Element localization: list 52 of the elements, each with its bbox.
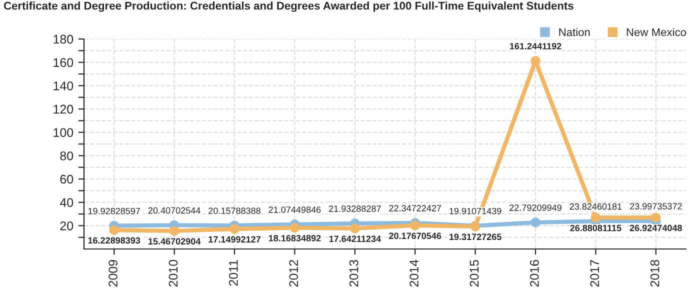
x-tick-label: 2018 — [650, 260, 660, 287]
y-tick-label: 80 — [60, 151, 74, 160]
data-label: 23.82460181 — [570, 203, 622, 210]
data-label: 26.92474048 — [630, 224, 682, 232]
x-tick-label: 2011 — [229, 260, 238, 286]
chart-title: Certificate and Degree Production: Credentials and Degrees Awarded per 100 Full-Time Equivalent Students — [4, 2, 574, 12]
x-tick-label: 2010 — [168, 260, 178, 287]
point — [590, 212, 601, 222]
point — [169, 226, 180, 236]
x-tick-label: 2015 — [470, 260, 479, 287]
data-label: 21.93288287 — [329, 206, 381, 212]
x-tick-label: 2012 — [289, 260, 298, 287]
y-tick-label: 100 — [54, 128, 74, 137]
point — [530, 218, 540, 228]
y-tick-label: 60 — [60, 174, 74, 184]
x-tick-label: 2014 — [410, 260, 418, 287]
x-tick-label: 2009 — [108, 260, 118, 287]
data-label: 19.91071439 — [450, 208, 502, 214]
y-tick-label: 140 — [54, 81, 74, 90]
data-label: 17.14992127 — [208, 236, 260, 243]
data-label: 19.92828597 — [88, 208, 140, 214]
point — [290, 222, 300, 233]
data-label: 18.16834892 — [268, 234, 321, 242]
y-tick-label: 20 — [60, 221, 74, 230]
data-label: 16.22898393 — [88, 237, 140, 244]
data-label: 22.34722427 — [389, 205, 442, 212]
data-label: 19.31727265 — [450, 234, 502, 240]
legend-label: New Mexico — [626, 28, 686, 36]
point — [530, 56, 540, 66]
y-tick-label: 40 — [60, 198, 74, 207]
data-label: 23.99735372 — [630, 203, 682, 210]
data-label: 17.64211234 — [329, 236, 381, 242]
data-label: 22.79209949 — [510, 204, 562, 211]
y-tick-label: 120 — [54, 104, 74, 114]
legend-label: Nation — [559, 28, 590, 36]
y-tick-label: 160 — [54, 58, 74, 67]
data-label: 15.46702904 — [148, 238, 201, 245]
data-label: 20.40702544 — [148, 207, 200, 214]
data-label: 21.07449846 — [268, 206, 321, 213]
point — [651, 212, 661, 222]
point — [350, 224, 360, 234]
point — [230, 224, 240, 234]
y-tick-label: 180 — [54, 34, 74, 44]
point — [410, 220, 420, 230]
point — [109, 225, 119, 235]
x-tick-label: 2017 — [590, 260, 600, 287]
x-tick-label: 2016 — [530, 260, 539, 287]
x-tick-label: 2013 — [349, 260, 358, 287]
data-label: 20.15788388 — [208, 208, 260, 214]
data-label: 26.88081115 — [570, 224, 622, 232]
data-label: 161.2441192 — [510, 42, 562, 50]
data-label: 20.17670546 — [389, 232, 442, 240]
